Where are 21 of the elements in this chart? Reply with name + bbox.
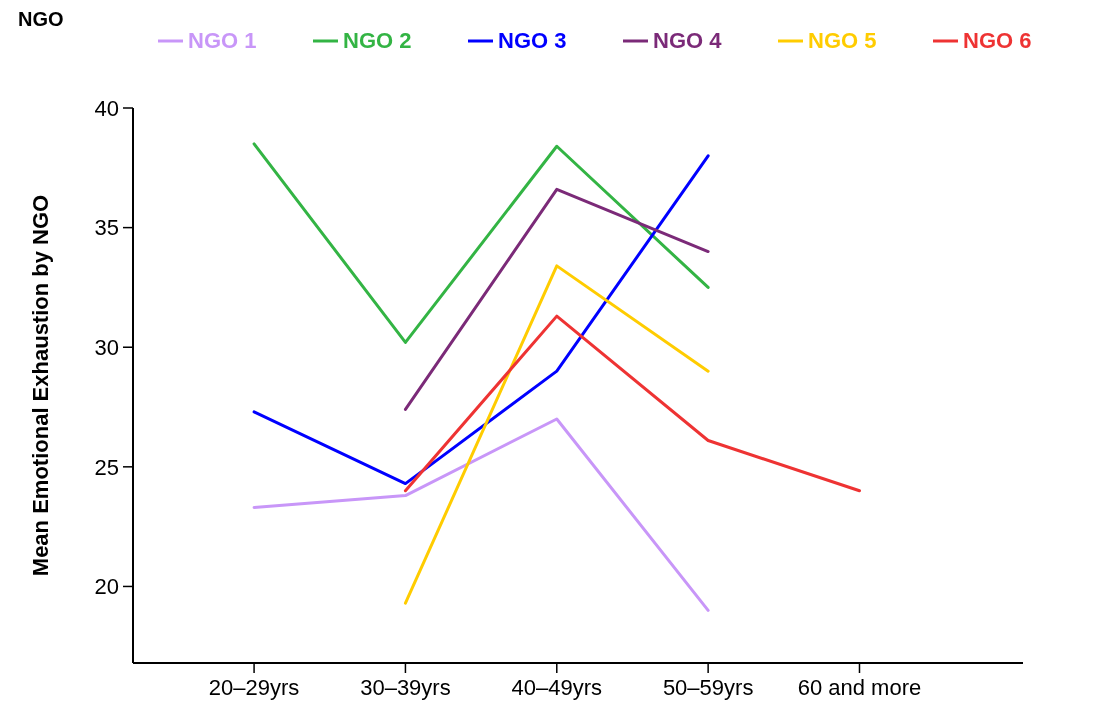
- line-series: [252, 154, 710, 486]
- y-axis-title: Mean Emotional Exhaustion by NGO: [28, 194, 53, 577]
- y-tick-label: 40: [94, 95, 119, 121]
- legend-title: NGO: [18, 8, 64, 30]
- y-tick-label: 20: [94, 574, 119, 600]
- legend-label: NGO 4: [653, 28, 723, 53]
- y-tick-label: 25: [94, 454, 119, 480]
- line-series: [252, 142, 710, 344]
- x-tick-label: 50–59yrs: [662, 675, 754, 700]
- legend-label: NGO 5: [808, 28, 877, 53]
- x-tick-label: 40–49yrs: [511, 675, 603, 700]
- x-tick-label: 30–39yrs: [360, 675, 451, 700]
- legend-label: NGO 3: [498, 28, 567, 53]
- line-series: [252, 417, 710, 612]
- x-tick-label: 20–29yrs: [208, 675, 300, 700]
- legend-label: NGO 6: [963, 28, 1032, 53]
- x-tick-label: 60 and more: [797, 675, 922, 700]
- legend-label: NGO 1: [188, 28, 257, 53]
- legend-label: NGO 2: [343, 28, 412, 53]
- y-tick-label: 30: [94, 334, 119, 360]
- y-tick-label: 35: [94, 215, 119, 241]
